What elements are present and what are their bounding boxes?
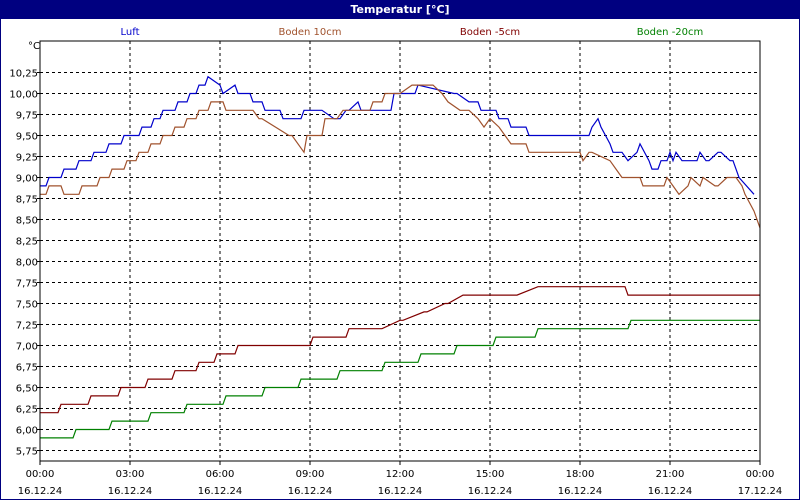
series-line [40, 75, 755, 195]
series-line [40, 286, 760, 414]
series-line [40, 84, 761, 229]
x-tick-time-label: 00:00 [746, 469, 775, 480]
y-tick-label: 9,75 [16, 111, 38, 122]
x-tick-time-label: 03:00 [116, 469, 145, 480]
grid [40, 41, 760, 461]
x-tick-date-label: 16.12.24 [558, 486, 603, 497]
series-line [40, 319, 760, 439]
x-tick-date-label: 16.12.24 [468, 486, 513, 497]
legend-entry: Boden -5cm [460, 27, 520, 38]
y-tick-label: 7,25 [16, 321, 38, 332]
y-tick-label: 8,00 [16, 258, 38, 269]
y-tick-label: 6,25 [16, 405, 38, 416]
x-tick-date-label: 16.12.24 [648, 486, 693, 497]
x-tick-time-label: 12:00 [386, 469, 415, 480]
y-tick-label: 7,75 [16, 279, 38, 290]
window-title: Temperatur [°C] [1, 1, 799, 19]
x-tick-time-label: 00:00 [26, 469, 55, 480]
y-tick-label: 6,50 [16, 384, 38, 395]
y-tick-label: 8,50 [16, 216, 38, 227]
x-tick-time-label: 21:00 [656, 469, 685, 480]
y-tick-label: 7,50 [16, 300, 38, 311]
series-lines [40, 75, 761, 439]
y-axis: 5,75 6,00 6,25 6,50 6,75 7,00 7,25 7,50 7,75 8,00… [9, 41, 40, 458]
x-tick-date-label: 16.12.24 [18, 486, 63, 497]
legend-entry: Luft [121, 27, 140, 38]
x-tick-time-label: 18:00 [566, 469, 595, 480]
y-axis-unit-label: °C [28, 41, 40, 52]
x-tick-date-label: 16.12.24 [378, 486, 423, 497]
y-tick-label: 7,00 [16, 342, 38, 353]
y-tick-label: 10,25 [9, 69, 38, 80]
y-tick-label: 9,50 [16, 132, 38, 143]
x-tick-date-label: 16.12.24 [108, 486, 153, 497]
y-tick-label: 9,25 [16, 153, 38, 164]
x-axis: 00:00 16.12.24 03:00 16.12.24 06:00 16.12.24 0… [18, 461, 783, 497]
legend-entry: Boden -20cm [637, 27, 704, 38]
x-tick-time-label: 06:00 [206, 469, 235, 480]
legend: Luft Boden 10cm Boden -5cm Boden -20cm [121, 27, 704, 38]
legend-entry: Boden 10cm [279, 27, 342, 38]
y-tick-label: 8,25 [16, 237, 38, 248]
x-tick-time-label: 15:00 [476, 469, 505, 480]
x-tick-date-label: 16.12.24 [288, 486, 333, 497]
x-tick-time-label: 09:00 [296, 469, 325, 480]
y-tick-label: 6,00 [16, 426, 38, 437]
y-tick-label: 5,75 [16, 447, 38, 458]
x-tick-date-label: 16.12.24 [198, 486, 243, 497]
y-tick-label: 8,75 [16, 195, 38, 206]
y-tick-label: 6,75 [16, 363, 38, 374]
plot-frame [39, 40, 761, 462]
x-tick-date-label: 17.12.24 [738, 486, 783, 497]
y-tick-label: 10,00 [9, 90, 38, 101]
y-tick-label: 9,00 [16, 174, 38, 185]
